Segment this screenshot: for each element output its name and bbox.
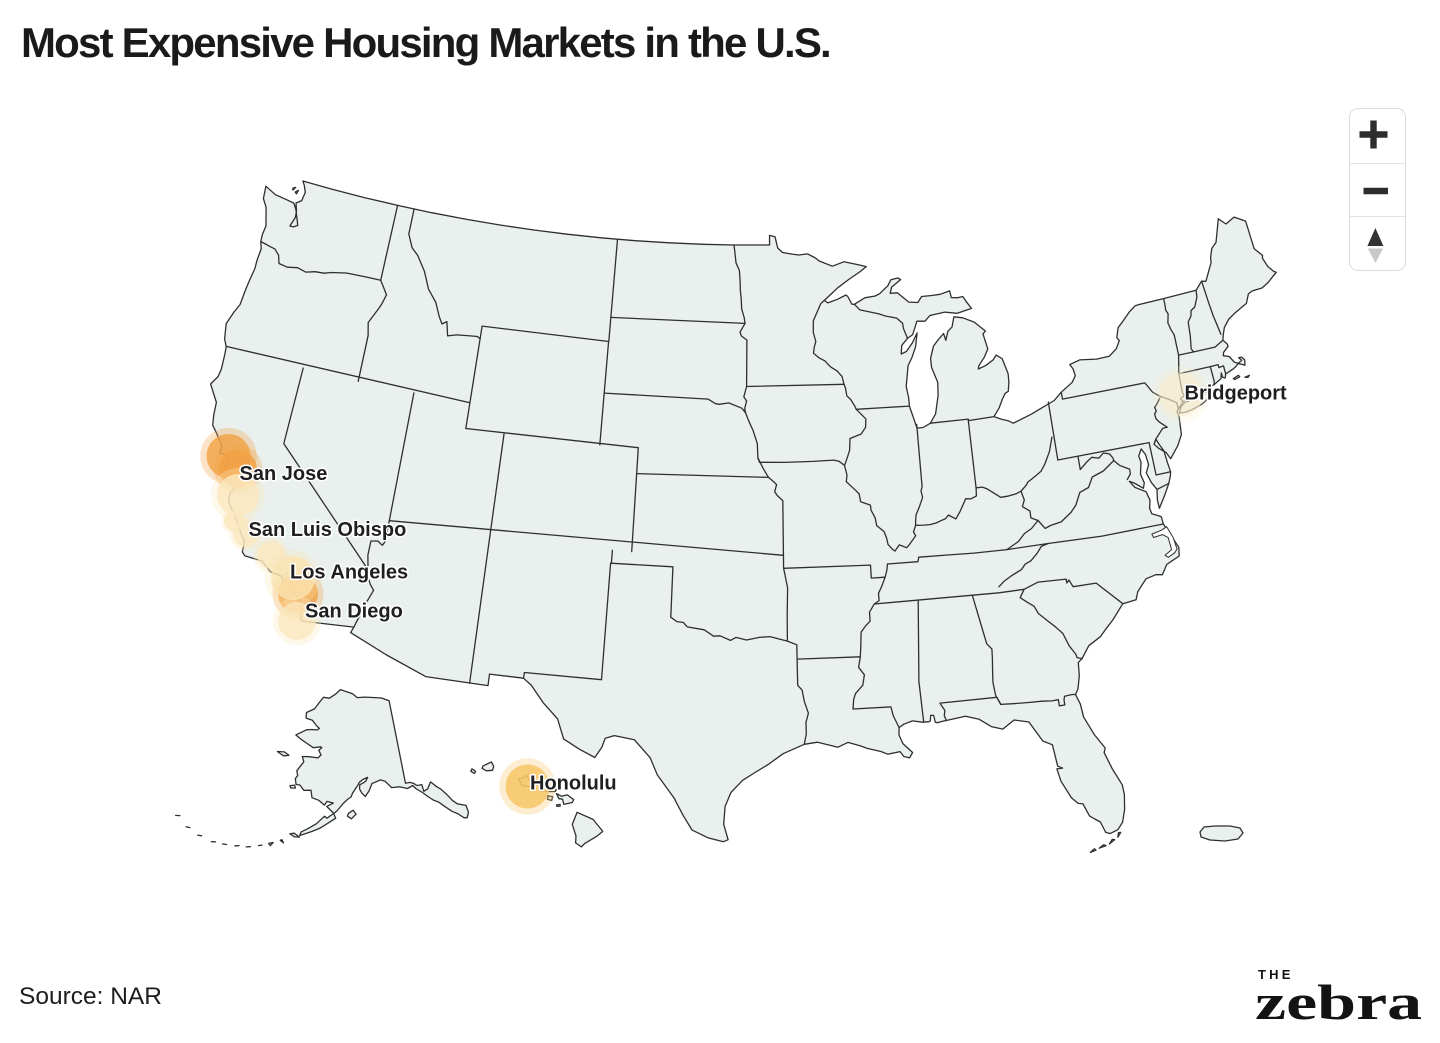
svg-text:Honolulu: Honolulu [530,772,617,794]
svg-text:San Luis Obispo: San Luis Obispo [249,519,407,541]
svg-text:Los Angeles: Los Angeles [290,561,408,583]
svg-text:Bridgeport: Bridgeport [1185,382,1288,404]
svg-text:San Jose: San Jose [240,463,328,485]
svg-text:San Diego: San Diego [305,600,403,622]
